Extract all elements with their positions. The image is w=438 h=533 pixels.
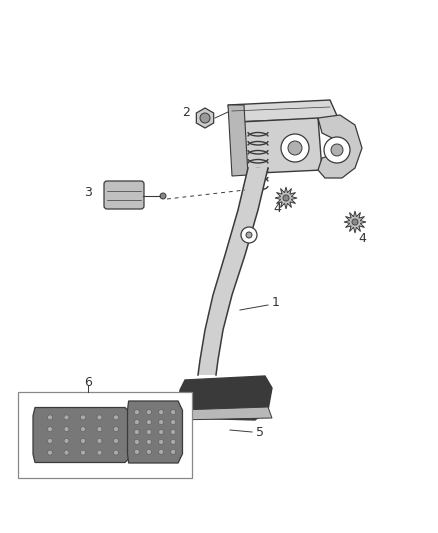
- Circle shape: [48, 438, 53, 443]
- Text: 2: 2: [182, 107, 190, 119]
- Circle shape: [171, 439, 176, 445]
- Circle shape: [171, 449, 176, 454]
- Text: 5: 5: [256, 425, 264, 439]
- Circle shape: [97, 415, 102, 420]
- Circle shape: [288, 141, 302, 155]
- Circle shape: [48, 450, 53, 455]
- Circle shape: [113, 415, 118, 420]
- FancyBboxPatch shape: [104, 181, 144, 209]
- Circle shape: [134, 439, 139, 445]
- Circle shape: [81, 415, 85, 420]
- Circle shape: [146, 410, 152, 415]
- Circle shape: [159, 430, 163, 434]
- Circle shape: [159, 449, 163, 454]
- Circle shape: [283, 195, 289, 201]
- Circle shape: [81, 426, 85, 432]
- Polygon shape: [228, 100, 338, 122]
- Circle shape: [113, 450, 118, 455]
- Circle shape: [241, 227, 257, 243]
- Circle shape: [200, 113, 210, 123]
- Polygon shape: [33, 408, 133, 463]
- Polygon shape: [178, 376, 272, 420]
- Circle shape: [134, 419, 139, 425]
- Circle shape: [64, 426, 69, 432]
- Circle shape: [146, 449, 152, 454]
- Circle shape: [97, 426, 102, 432]
- Circle shape: [324, 137, 350, 163]
- Circle shape: [64, 450, 69, 455]
- Circle shape: [352, 219, 358, 225]
- Circle shape: [134, 449, 139, 454]
- Circle shape: [171, 419, 176, 425]
- Text: 1: 1: [272, 296, 280, 310]
- Circle shape: [134, 410, 139, 415]
- Circle shape: [48, 415, 53, 420]
- Text: 6: 6: [84, 376, 92, 389]
- Polygon shape: [238, 118, 322, 174]
- Circle shape: [113, 438, 118, 443]
- Polygon shape: [127, 401, 183, 463]
- Circle shape: [146, 430, 152, 434]
- Circle shape: [331, 144, 343, 156]
- Polygon shape: [198, 168, 268, 375]
- Polygon shape: [275, 187, 297, 209]
- Circle shape: [160, 193, 166, 199]
- Polygon shape: [318, 115, 362, 178]
- Circle shape: [171, 430, 176, 434]
- Polygon shape: [228, 105, 248, 176]
- Polygon shape: [196, 108, 214, 128]
- Circle shape: [64, 415, 69, 420]
- Circle shape: [146, 419, 152, 425]
- Circle shape: [97, 450, 102, 455]
- Circle shape: [134, 430, 139, 434]
- Polygon shape: [177, 407, 272, 420]
- Text: 3: 3: [84, 187, 92, 199]
- Circle shape: [113, 426, 118, 432]
- Polygon shape: [344, 211, 366, 233]
- Circle shape: [159, 410, 163, 415]
- Circle shape: [281, 134, 309, 162]
- Circle shape: [97, 438, 102, 443]
- Circle shape: [246, 232, 252, 238]
- Circle shape: [146, 439, 152, 445]
- Circle shape: [64, 438, 69, 443]
- Bar: [18, 392, 192, 478]
- Text: 4: 4: [358, 231, 366, 245]
- Circle shape: [159, 439, 163, 445]
- Circle shape: [81, 450, 85, 455]
- Text: 4: 4: [273, 201, 281, 214]
- Circle shape: [48, 426, 53, 432]
- Circle shape: [81, 438, 85, 443]
- Circle shape: [159, 419, 163, 425]
- Circle shape: [171, 410, 176, 415]
